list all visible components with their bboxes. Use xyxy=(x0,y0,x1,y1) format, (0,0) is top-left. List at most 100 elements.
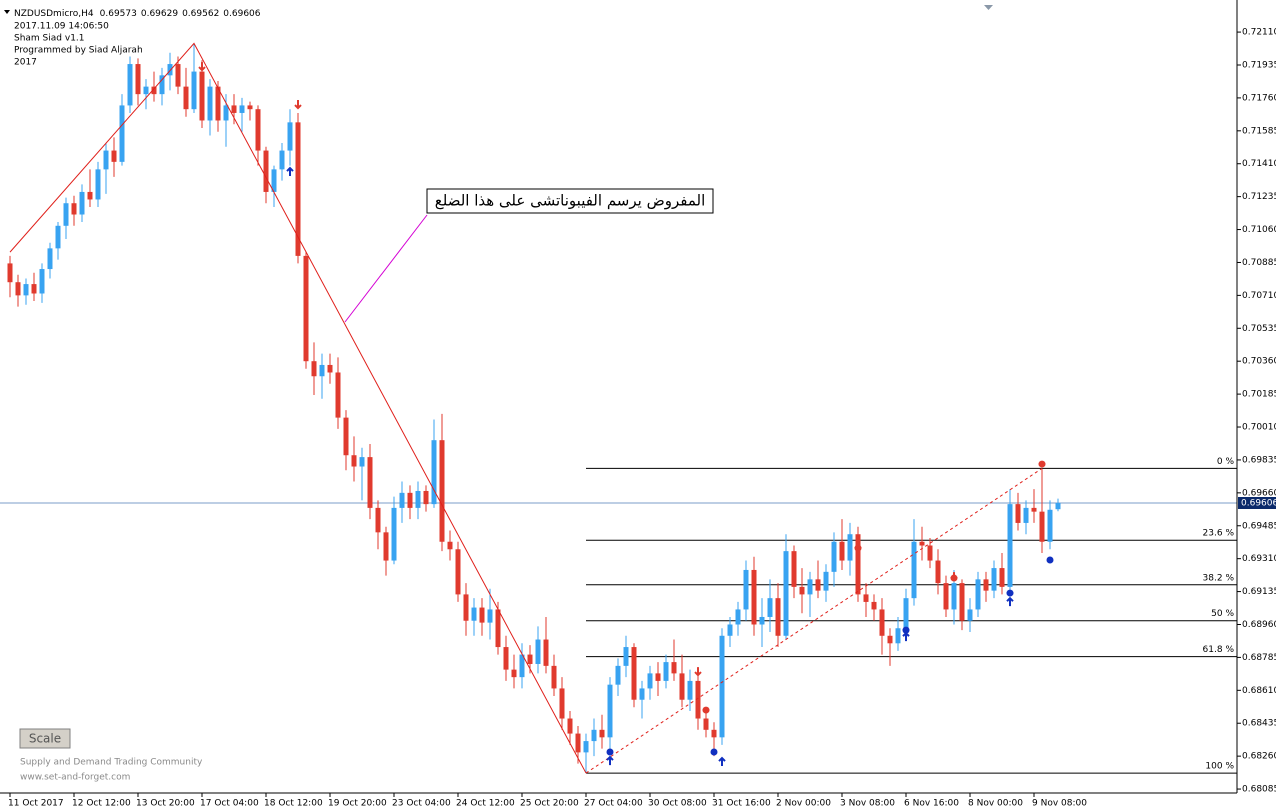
y-tick-label: 0.68610 xyxy=(1242,686,1276,696)
header: NZDUSDmicro,H4 0.69573 0.69629 0.69562 0.696… xyxy=(14,9,261,19)
y-tick-label: 0.68785 xyxy=(1242,653,1276,663)
annotation-pointer xyxy=(344,214,428,323)
header-close: 0.69606 xyxy=(223,9,260,19)
buy-dot xyxy=(710,748,718,756)
bear-candle-body xyxy=(71,203,77,215)
bull-candle-body xyxy=(687,680,693,700)
bull-candle-body xyxy=(79,191,85,215)
bear-candle-body xyxy=(263,150,269,192)
y-tick-label: 0.71410 xyxy=(1242,159,1276,169)
bear-candle-body xyxy=(839,541,845,561)
bear-candle-body xyxy=(1031,507,1037,512)
bull-candle-body xyxy=(743,569,749,610)
x-tick-label: 31 Oct 16:00 xyxy=(712,799,771,809)
bull-candle-body xyxy=(63,203,69,226)
bear-candle-body xyxy=(679,673,685,700)
y-tick-label: 0.71060 xyxy=(1242,225,1276,235)
buy-arrow xyxy=(718,756,726,767)
bull-candle-body xyxy=(399,492,405,508)
bear-candle-body xyxy=(527,654,533,664)
fib-label: 50 % xyxy=(1211,609,1234,619)
sell-dot xyxy=(950,574,958,582)
bear-candle-body xyxy=(183,86,189,110)
sell-dot xyxy=(702,706,710,714)
y-tick-label: 0.70710 xyxy=(1242,291,1276,301)
bull-candle-body xyxy=(911,541,917,599)
bull-candle-body xyxy=(735,609,741,625)
bull-candle-body xyxy=(223,105,229,121)
bull-candle-body xyxy=(239,105,245,113)
bear-candle-body xyxy=(1039,511,1045,542)
bear-candle-body xyxy=(855,534,861,595)
bull-candle-body xyxy=(47,248,53,270)
fib-label: 38.2 % xyxy=(1203,573,1235,583)
y-tick-label: 0.71235 xyxy=(1242,192,1276,202)
trend-line xyxy=(585,467,1043,774)
bull-candle-body xyxy=(807,579,813,595)
bull-candle-body xyxy=(991,568,997,591)
bull-candle-body xyxy=(903,598,909,629)
info-line: Sham Siad v1.1 xyxy=(14,34,85,44)
bull-candle-body xyxy=(607,684,613,738)
header-open: 0.69573 xyxy=(100,9,137,19)
sell-arrow xyxy=(694,667,702,677)
bear-candle-body xyxy=(479,607,485,623)
bull-candle-body xyxy=(823,571,829,591)
bear-candle-body xyxy=(423,490,429,505)
bear-candle-body xyxy=(247,105,253,110)
buy-dot xyxy=(902,626,910,634)
sell-arrow xyxy=(198,62,206,72)
sell-dot xyxy=(854,544,862,552)
bear-candle-body xyxy=(551,665,557,689)
bear-candle-body xyxy=(343,417,349,456)
bear-candle-body xyxy=(655,673,661,681)
bull-candle-body xyxy=(127,64,133,106)
bear-candle-body xyxy=(791,551,797,587)
bull-candle-body xyxy=(471,607,477,621)
bull-candle-body xyxy=(143,86,149,95)
bull-candle-body xyxy=(831,541,837,572)
bull-candle-body xyxy=(727,624,733,636)
bear-candle-body xyxy=(983,579,989,591)
bull-candle-body xyxy=(591,729,597,742)
bear-candle-body xyxy=(151,86,157,95)
x-tick-label: 8 Nov 00:00 xyxy=(968,799,1023,809)
buy-dot xyxy=(1046,556,1054,564)
x-tick-label: 19 Oct 20:00 xyxy=(328,799,387,809)
y-tick-label: 0.70535 xyxy=(1242,324,1276,334)
y-tick-label: 0.69485 xyxy=(1242,521,1276,531)
button-label[interactable]: Scale xyxy=(29,732,61,746)
footer-text: www.set-and-forget.com xyxy=(20,773,130,783)
footer-text: Supply and Demand Trading Community xyxy=(20,758,203,768)
y-tick-label: 0.70185 xyxy=(1242,390,1276,400)
x-tick-label: 12 Oct 12:00 xyxy=(72,799,131,809)
bear-candle-body xyxy=(199,71,205,121)
bear-candle-body xyxy=(943,583,949,610)
current-price-label: 0.69606 xyxy=(1241,499,1276,509)
bear-candle-body xyxy=(575,733,581,753)
bear-candle-body xyxy=(815,579,821,591)
bear-candle-body xyxy=(567,718,573,734)
bear-candle-body xyxy=(351,455,357,467)
bear-candle-body xyxy=(799,586,805,595)
bull-candle-body xyxy=(1007,504,1013,587)
scale-button[interactable]: Scale xyxy=(19,728,71,749)
bull-candle-body xyxy=(191,71,197,110)
bull-candle-body xyxy=(359,457,365,467)
y-tick-label: 0.71585 xyxy=(1242,126,1276,136)
bull-candle-body xyxy=(895,628,901,644)
y-tick-label: 0.68260 xyxy=(1242,752,1276,762)
bear-candle-body xyxy=(695,680,701,719)
bull-candle-body xyxy=(287,122,293,151)
bear-candle-body xyxy=(7,263,13,283)
bull-candle-body xyxy=(1047,509,1053,542)
buy-dot xyxy=(1006,589,1014,597)
bull-candle-body xyxy=(1055,503,1061,510)
bear-candle-body xyxy=(135,64,141,95)
button-frame[interactable] xyxy=(19,728,71,749)
bear-candle-body xyxy=(231,105,237,113)
header-high: 0.69629 xyxy=(141,9,178,19)
bull-candle-body xyxy=(639,688,645,700)
bear-candle-body xyxy=(503,647,509,670)
